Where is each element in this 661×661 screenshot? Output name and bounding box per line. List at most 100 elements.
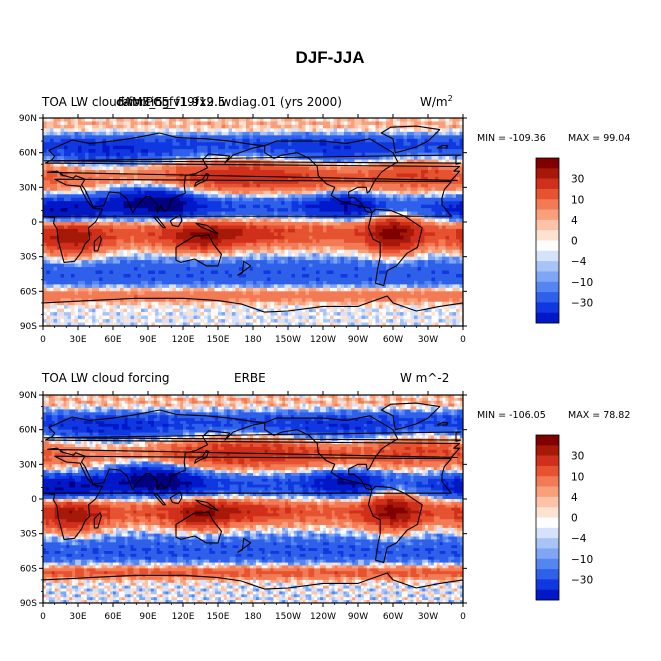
map-cell [151, 166, 156, 171]
map-cell [144, 173, 149, 178]
map-cell [197, 131, 201, 136]
map-cell [211, 166, 215, 171]
map-cell [113, 211, 117, 216]
map-cell [197, 138, 201, 143]
map-cell [225, 239, 229, 244]
map-cell [302, 253, 306, 258]
map-cell [333, 142, 338, 147]
map-cell [459, 152, 464, 157]
map-cell [375, 180, 380, 185]
map-cell [162, 173, 166, 178]
map-cell [71, 138, 75, 143]
map-cell [305, 128, 310, 133]
map-cell [410, 176, 415, 181]
map-cell [158, 225, 163, 230]
map-cell [316, 159, 320, 164]
map-cell [379, 190, 383, 195]
map-cell [459, 163, 464, 167]
map-cell [232, 124, 236, 129]
map-cell [403, 156, 408, 160]
map-cell [232, 197, 236, 202]
map-cell [176, 163, 180, 167]
map-cell [442, 222, 446, 226]
map-cell [302, 235, 306, 240]
map-cell [407, 246, 411, 251]
map-cell [102, 152, 107, 157]
map-cell [155, 197, 159, 202]
map-cell [389, 159, 394, 164]
map-cell [141, 218, 145, 223]
map-cell [452, 163, 457, 167]
map-cell [190, 218, 194, 223]
map-cell [85, 218, 89, 223]
map-cell [389, 242, 394, 247]
map-cell [120, 235, 124, 240]
map-cell [316, 218, 320, 223]
map-cell [354, 118, 359, 122]
map-cell [85, 156, 89, 160]
map-cell [323, 190, 327, 195]
map-cell [330, 124, 334, 129]
map-cell [186, 232, 191, 237]
map-cell [64, 253, 68, 258]
map-cell [414, 187, 418, 192]
map-cell [291, 194, 296, 199]
map-cell [379, 187, 383, 192]
map-cell [172, 138, 177, 143]
map-cell [92, 124, 96, 129]
map-cell [267, 222, 271, 226]
map-cell [431, 201, 436, 206]
map-cell [183, 246, 187, 251]
map-cell [123, 218, 128, 223]
map-cell [155, 239, 159, 244]
map-cell [50, 190, 54, 195]
map-cell [172, 170, 177, 174]
map-cell [134, 142, 138, 147]
map-cell [92, 118, 96, 122]
map-cell [120, 176, 124, 181]
map-cell [379, 138, 383, 143]
map-cell [130, 121, 135, 126]
map-cell [218, 142, 222, 147]
map-cell [137, 194, 142, 199]
map-cell [382, 256, 387, 261]
map-cell [81, 249, 86, 254]
map-cell [169, 225, 173, 230]
map-cell [183, 131, 187, 136]
map-cell [221, 121, 226, 126]
map-cell [144, 156, 149, 160]
map-cell [288, 176, 292, 181]
map-cell [382, 173, 387, 178]
map-cell [267, 218, 271, 223]
map-cell [141, 173, 145, 178]
map-cell [43, 152, 47, 157]
map-cell [277, 159, 282, 164]
map-cell [340, 152, 345, 157]
map-cell [141, 124, 145, 129]
map-cell [284, 180, 289, 185]
map-cell [102, 197, 107, 202]
map-cell [200, 208, 205, 212]
map-cell [235, 211, 240, 216]
map-cell [407, 128, 411, 133]
map-cell [330, 235, 334, 240]
map-cell [43, 145, 47, 150]
map-cell [43, 142, 47, 147]
map-cell [445, 235, 450, 240]
map-cell [316, 187, 320, 192]
map-cell [102, 121, 107, 126]
map-cell [130, 131, 135, 136]
map-cell [155, 232, 159, 237]
map-cell [249, 222, 254, 226]
map-cell [228, 194, 233, 199]
map-cell [316, 225, 320, 230]
map-cell [270, 235, 275, 240]
map-cell [109, 232, 114, 237]
map-cell [120, 253, 124, 258]
map-cell [190, 121, 194, 126]
map-cell [57, 180, 61, 185]
map-cell [242, 246, 247, 251]
map-cell [354, 145, 359, 150]
map-cell [85, 145, 89, 150]
map-cell [85, 166, 89, 171]
